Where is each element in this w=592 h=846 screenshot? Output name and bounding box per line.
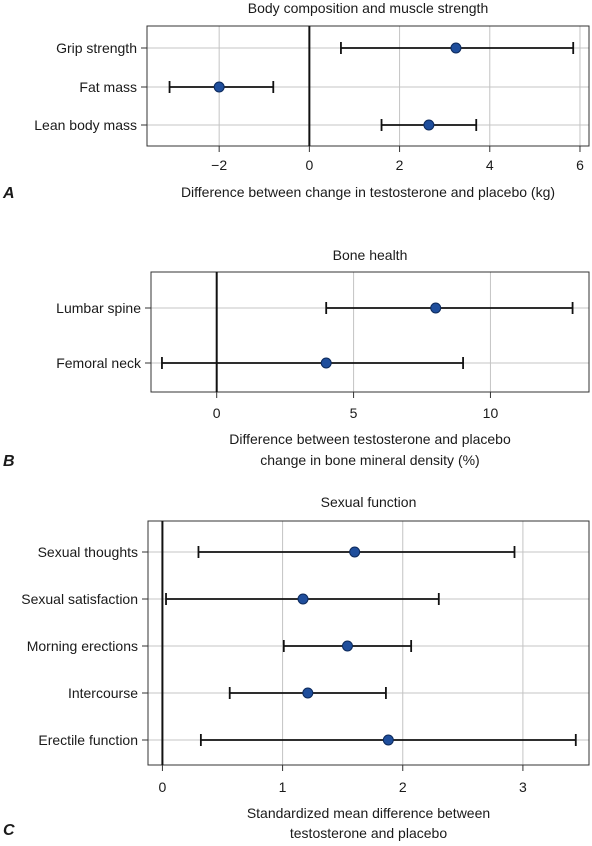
panel-a: Body composition and muscle strength −2 0 2…: [2, 0, 590, 202]
point-estimate: [349, 546, 361, 558]
panel-c: Sexual function 0 1 2 3 Sexual thoughts Sexual…: [3, 494, 590, 841]
x-tick-label: 4: [486, 157, 494, 173]
plot-frame: [147, 520, 590, 766]
x-tick-label: 1: [279, 779, 287, 795]
row-label: Grip strength: [56, 40, 137, 56]
x-tick-label: 2: [396, 157, 404, 173]
row-label: Intercourse: [68, 685, 138, 701]
x-tick-label: 5: [350, 405, 358, 421]
row-label: Sexual thoughts: [38, 544, 138, 560]
panel-c-title: Sexual function: [321, 494, 417, 510]
panel-b-title: Bone health: [333, 247, 408, 263]
panel-a-title: Body composition and muscle strength: [248, 0, 488, 16]
point-estimate: [213, 81, 225, 93]
point-estimate: [341, 640, 353, 652]
row-label: Femoral neck: [56, 355, 142, 371]
row-label: Lumbar spine: [56, 300, 141, 316]
x-tick-label: 2: [399, 779, 407, 795]
x-tick-label: −2: [211, 157, 227, 173]
x-tick-label: 6: [576, 157, 584, 173]
panel-b: Bone health 0 5 10 Lumbar spine Femoral neck D…: [3, 247, 590, 470]
x-tick-label: 0: [159, 779, 167, 795]
x-tick-label: 3: [519, 779, 527, 795]
x-axis-label: Difference between change in testosteron…: [181, 184, 555, 200]
x-tick-label: 0: [305, 157, 313, 173]
row-label: Morning erections: [27, 638, 138, 654]
x-axis-label: testosterone and placebo: [290, 825, 447, 841]
point-estimate: [297, 593, 309, 605]
point-estimate: [382, 734, 394, 746]
panel-letter: A: [2, 185, 15, 202]
row-label: Erectile function: [38, 732, 138, 748]
point-estimate: [450, 42, 462, 54]
panel-letter: C: [3, 822, 15, 839]
point-estimate: [302, 687, 314, 699]
x-axis-label: change in bone mineral density (%): [260, 452, 479, 468]
row-label: Sexual satisfaction: [21, 591, 138, 607]
x-tick-label: 10: [483, 405, 499, 421]
x-tick-label: 0: [213, 405, 221, 421]
x-axis-label: Standardized mean difference between: [247, 805, 490, 821]
point-estimate: [430, 302, 442, 314]
plot-frame: [146, 25, 590, 147]
row-label: Lean body mass: [34, 117, 137, 133]
row-label: Fat mass: [79, 79, 137, 95]
x-axis-label: Difference between testosterone and plac…: [229, 431, 511, 447]
point-estimate: [320, 357, 332, 369]
plot-frame: [150, 271, 590, 393]
point-estimate: [423, 119, 435, 131]
panel-letter: B: [3, 453, 15, 470]
